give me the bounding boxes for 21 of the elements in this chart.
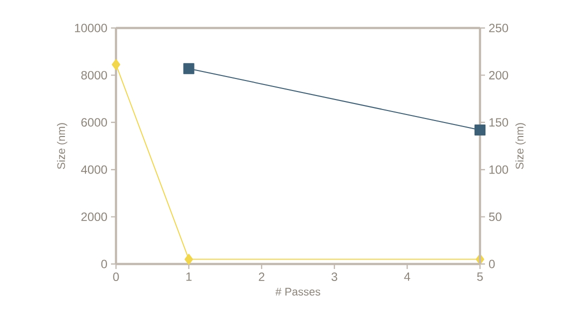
y-tick-label: 10000 [75,24,107,32]
x-tick-label: 0 [113,272,119,282]
y-tick-label: 0 [101,260,108,268]
x-tick-label: 4 [404,272,410,281]
y2-tick-label: 250 [489,24,508,32]
y-axis-title: Size (nm) [56,123,68,170]
y2-tick-label: 100 [489,165,508,174]
y2-tick-label: 200 [489,70,508,80]
x-tick-label: 2 [258,272,264,281]
y-tick-label: 2000 [81,212,107,222]
y-tick-label: 6000 [81,118,107,127]
y2-tick-label: 50 [489,212,502,222]
x-axis-title: # Passes [275,288,320,296]
y-tick-label: 4000 [81,165,107,174]
x-tick-label: 3 [332,272,338,282]
x-tick-label: 1 [186,272,192,281]
y2-tick-label: 150 [489,118,508,127]
y2-axis-title: Size (nm) [515,123,526,170]
y2-tick-label: 0 [489,260,495,268]
y-tick-label: 8000 [81,70,107,80]
x-tick-label: 5 [477,272,483,281]
